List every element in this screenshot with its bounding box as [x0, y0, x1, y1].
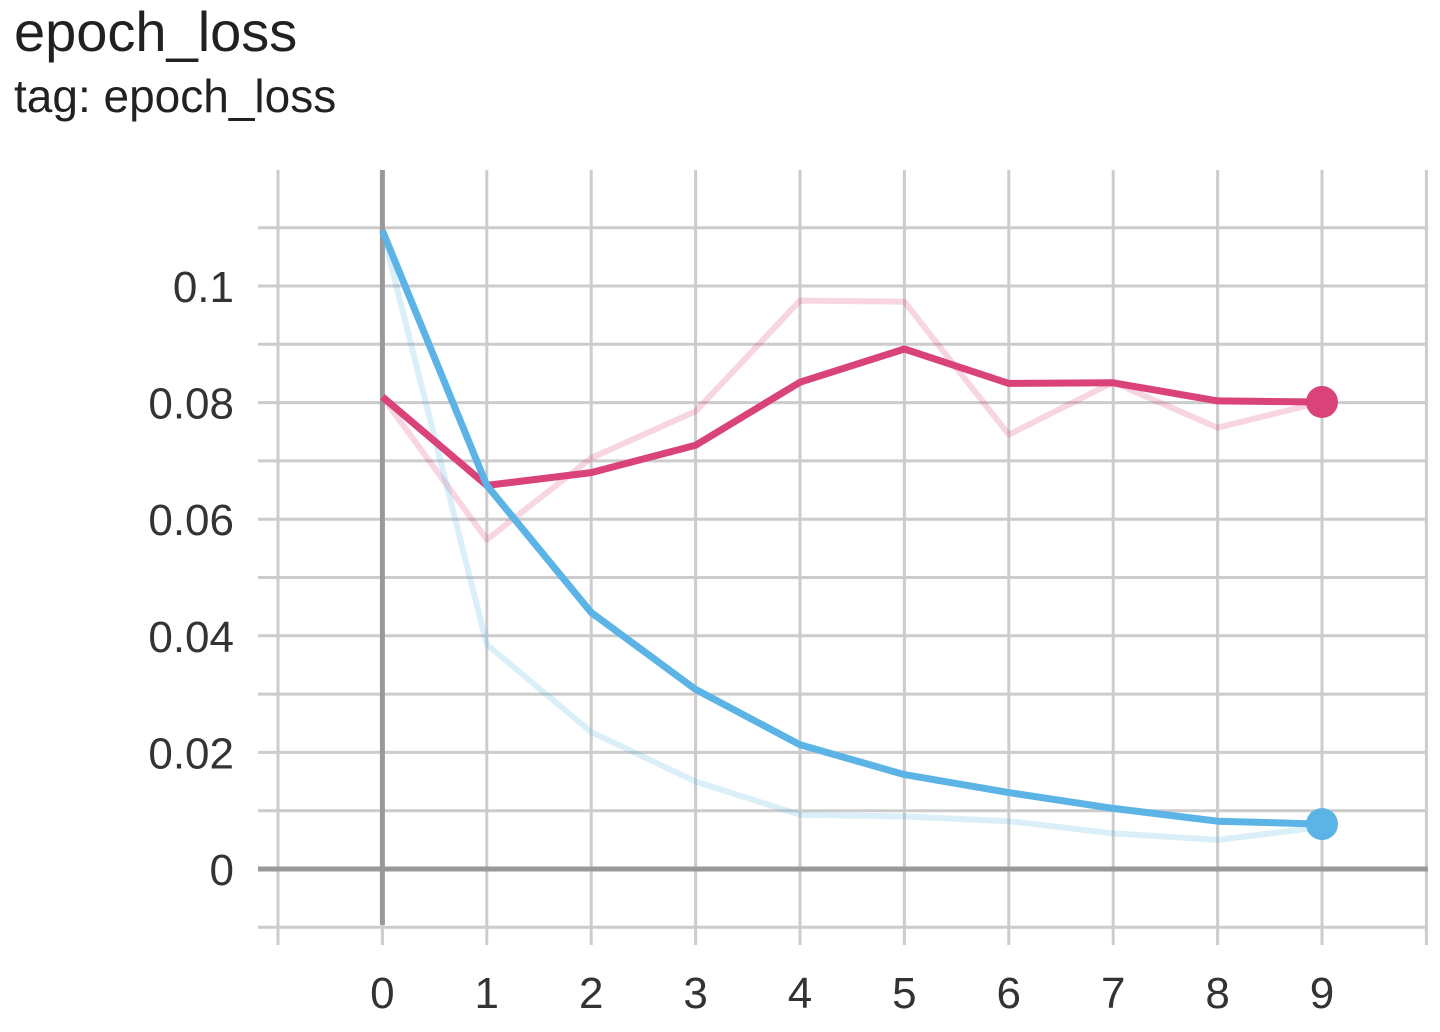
axes [258, 170, 1428, 925]
series-end-marker [1306, 386, 1338, 419]
x-tick-label: 6 [997, 969, 1021, 1018]
y-tick-label: 0.04 [148, 613, 234, 662]
series-smoothed-line [379, 229, 1323, 828]
x-tick-label: 1 [475, 969, 499, 1018]
y-tick-label: 0.06 [148, 496, 234, 545]
x-tick-label: 4 [788, 969, 812, 1018]
raw-series [379, 229, 1323, 843]
y-tick-label: 0.1 [173, 263, 234, 312]
grid [258, 170, 1428, 945]
smoothed-series [379, 229, 1323, 828]
x-tick-label: 0 [370, 969, 394, 1018]
x-tick-label: 3 [683, 969, 707, 1018]
x-tick-label: 7 [1101, 969, 1125, 1018]
series-smoothed-line [380, 345, 1323, 489]
chart-title: epoch_loss [14, 0, 298, 63]
y-tick-label: 0.08 [148, 380, 234, 429]
chart-subtitle: tag: epoch_loss [14, 70, 337, 122]
x-tick-label: 8 [1205, 969, 1229, 1018]
y-tick-label: 0.02 [148, 729, 234, 778]
series-raw-line [379, 297, 1323, 543]
y-tick-label: 0 [210, 846, 234, 895]
series-end-marker [1306, 808, 1338, 841]
x-tick-label: 5 [892, 969, 916, 1018]
y-tick-labels: 0 0.02 0.04 0.06 0.08 0.1 [148, 263, 234, 895]
x-tick-labels: 0 1 2 3 4 5 6 7 8 9 [370, 969, 1334, 1018]
x-tick-label: 9 [1310, 969, 1334, 1018]
end-markers [1306, 386, 1338, 841]
x-tick-label: 2 [579, 969, 603, 1018]
series-raw-line [379, 229, 1323, 843]
